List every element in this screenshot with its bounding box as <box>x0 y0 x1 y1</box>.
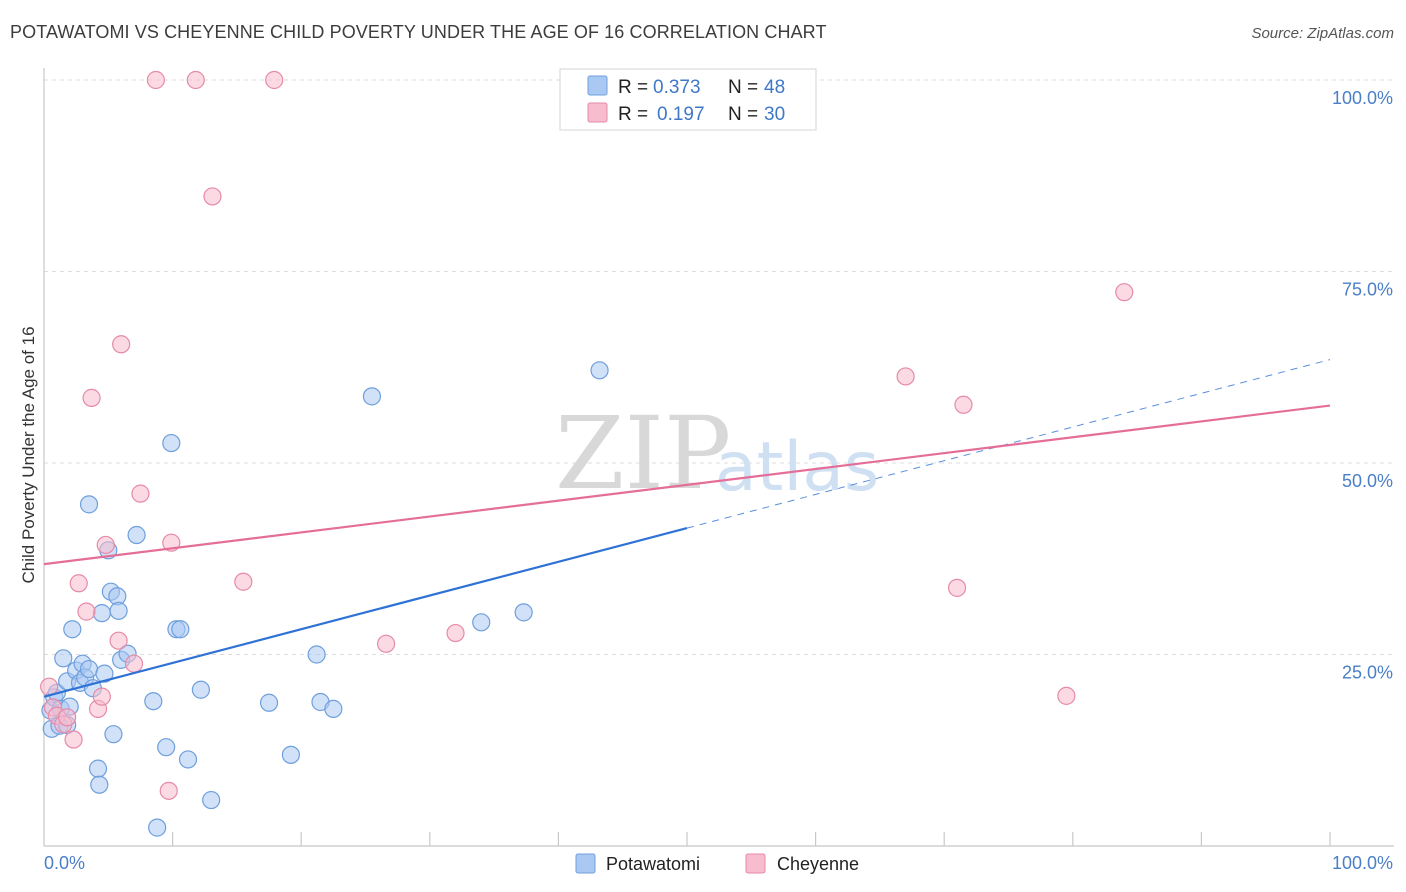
potawatomi-point <box>178 750 198 769</box>
y-tick-labels: 25.0% 50.0% 75.0% 100.0% <box>1332 88 1393 683</box>
cheyenne-n-value: 30 <box>764 104 785 125</box>
potawatomi-point <box>259 693 279 712</box>
potawatomi-point <box>109 601 128 620</box>
potawatomi-point <box>362 387 382 406</box>
cheyenne-point <box>265 70 284 90</box>
potawatomi-bottom-label: Potawatomi <box>606 854 700 874</box>
potawatomi-point <box>202 790 221 810</box>
y-axis-label: Child Poverty Under the Age of 16 <box>19 326 38 583</box>
potawatomi-point <box>590 361 609 380</box>
series-legend: Potawatomi Cheyenne <box>575 853 859 874</box>
x-tick-marks <box>172 832 1331 846</box>
cheyenne-point <box>203 187 222 206</box>
potawatomi-r-value: 0.373 <box>653 77 701 98</box>
potawatomi-point <box>127 525 146 545</box>
potawatomi-point <box>95 664 114 683</box>
stats-legend: R = 0.373 N = 48 R = 0.197 N = 30 <box>559 68 817 131</box>
potawatomi-point <box>324 699 343 718</box>
potawatomi-n-value: 48 <box>764 77 785 98</box>
cheyenne-bottom-swatch <box>745 853 766 874</box>
cheyenne-r-label: R = <box>618 104 648 125</box>
cheyenne-point <box>146 70 165 90</box>
watermark-zip: ZIP <box>555 395 731 512</box>
cheyenne-point <box>376 634 396 653</box>
cheyenne-point <box>64 730 83 749</box>
potawatomi-point <box>79 659 99 679</box>
potawatomi-point <box>148 818 167 837</box>
cheyenne-r-value: 0.197 <box>657 104 705 125</box>
potawatomi-point <box>472 613 491 632</box>
cheyenne-point <box>896 367 915 386</box>
potawatomi-point <box>514 603 533 622</box>
y-tick-label-25: 25.0% <box>1342 663 1393 683</box>
potawatomi-point <box>144 692 163 711</box>
cheyenne-point <box>109 631 128 650</box>
cheyenne-n-label: N = <box>728 104 758 125</box>
cheyenne-point <box>96 535 115 555</box>
potawatomi-point <box>281 745 301 764</box>
potawatomi-trend-line <box>43 527 688 698</box>
cheyenne-point <box>69 574 88 593</box>
potawatomi-point <box>79 495 99 514</box>
potawatomi-point <box>63 620 82 639</box>
watermark: ZIP atlas <box>555 395 879 512</box>
potawatomi-point <box>104 725 123 744</box>
cheyenne-point <box>112 335 131 354</box>
cheyenne-point <box>159 781 178 800</box>
potawatomi-bottom-swatch <box>575 853 596 874</box>
x-tick-labels: 0.0% 100.0% <box>44 853 1393 873</box>
potawatomi-point <box>157 738 176 757</box>
cheyenne-bottom-label: Cheyenne <box>777 854 859 874</box>
potawatomi-point <box>54 649 73 668</box>
potawatomi-point <box>92 604 111 623</box>
cheyenne-point <box>92 687 111 706</box>
cheyenne-point <box>82 388 101 407</box>
chart-title: POTAWATOMI VS CHEYENNE CHILD POVERTY UND… <box>10 22 827 42</box>
potawatomi-point <box>162 433 181 453</box>
potawatomi-points <box>41 361 609 837</box>
potawatomi-point <box>191 680 210 699</box>
watermark-atlas: atlas <box>715 428 879 507</box>
potawatomi-point <box>307 645 326 664</box>
cheyenne-trend-line <box>43 404 1331 566</box>
cheyenne-point <box>446 623 465 643</box>
potawatomi-legend-swatch <box>587 75 608 96</box>
cheyenne-point <box>77 602 96 621</box>
potawatomi-trend-extension <box>686 359 1331 529</box>
y-tick-label-50: 50.0% <box>1342 471 1393 491</box>
cheyenne-point <box>954 395 973 414</box>
potawatomi-point <box>171 620 190 639</box>
cheyenne-points <box>40 70 1134 800</box>
cheyenne-point <box>1057 686 1076 705</box>
cheyenne-point <box>234 572 253 591</box>
grid-layer <box>44 79 1394 655</box>
cheyenne-legend-swatch <box>587 102 608 123</box>
x-tick-label-0: 0.0% <box>44 853 85 873</box>
trend-lines <box>43 359 1331 698</box>
potawatomi-point <box>90 775 109 794</box>
potawatomi-r-label: R = <box>618 77 648 98</box>
cheyenne-point <box>58 708 77 727</box>
cheyenne-point <box>131 484 150 503</box>
potawatomi-point <box>88 759 108 778</box>
x-tick-label-100: 100.0% <box>1332 853 1393 873</box>
y-tick-label-75: 75.0% <box>1342 280 1393 300</box>
cheyenne-point <box>124 654 144 673</box>
y-tick-label-100: 100.0% <box>1332 88 1393 108</box>
source-credit: Source: ZipAtlas.com <box>1251 25 1394 42</box>
cheyenne-point <box>1115 283 1134 302</box>
potawatomi-n-label: N = <box>728 77 758 98</box>
cheyenne-point <box>186 70 205 90</box>
cheyenne-point <box>947 578 967 597</box>
